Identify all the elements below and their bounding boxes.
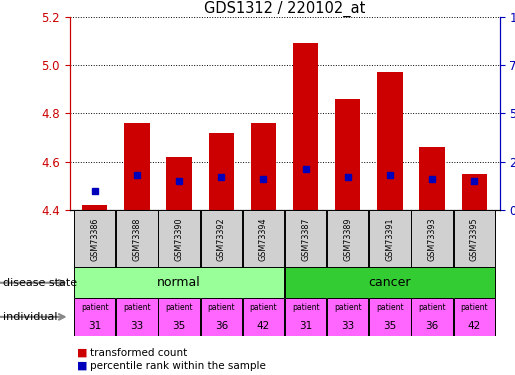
Text: 36: 36: [215, 321, 228, 331]
Bar: [285, 267, 495, 298]
Bar: [124, 123, 150, 210]
Text: GSM73394: GSM73394: [259, 217, 268, 261]
Bar: [419, 147, 445, 210]
Bar: [377, 72, 403, 210]
Bar: [243, 298, 284, 336]
Bar: [335, 99, 360, 210]
Bar: [454, 298, 495, 336]
Bar: [82, 205, 108, 210]
Bar: [116, 298, 158, 336]
Text: GSM73389: GSM73389: [344, 217, 352, 261]
Bar: [74, 298, 115, 336]
Text: disease state: disease state: [3, 278, 77, 288]
Text: patient: patient: [292, 303, 319, 312]
Bar: [454, 210, 495, 268]
Text: 31: 31: [88, 321, 101, 331]
Text: GSM73395: GSM73395: [470, 217, 479, 261]
Text: individual: individual: [3, 312, 57, 322]
Bar: [369, 210, 410, 268]
Text: GSM73387: GSM73387: [301, 217, 310, 261]
Bar: [74, 210, 115, 268]
Text: 33: 33: [130, 321, 144, 331]
Bar: [201, 210, 242, 268]
Bar: [411, 298, 453, 336]
Title: GDS1312 / 220102_at: GDS1312 / 220102_at: [204, 1, 365, 17]
Text: ■: ■: [77, 348, 88, 357]
Text: 36: 36: [425, 321, 439, 331]
Bar: [285, 298, 327, 336]
Text: patient: patient: [165, 303, 193, 312]
Bar: [461, 174, 487, 210]
Text: GSM73392: GSM73392: [217, 217, 226, 261]
Bar: [116, 210, 158, 268]
Text: patient: patient: [460, 303, 488, 312]
Text: GSM73390: GSM73390: [175, 217, 184, 261]
Bar: [74, 267, 284, 298]
Text: transformed count: transformed count: [90, 348, 187, 357]
Text: normal: normal: [157, 276, 201, 289]
Text: 35: 35: [173, 321, 186, 331]
Bar: [166, 157, 192, 210]
Bar: [201, 298, 242, 336]
Text: 33: 33: [341, 321, 354, 331]
Text: patient: patient: [250, 303, 277, 312]
Text: percentile rank within the sample: percentile rank within the sample: [90, 361, 266, 370]
Text: cancer: cancer: [369, 276, 411, 289]
Text: patient: patient: [208, 303, 235, 312]
Bar: [293, 44, 318, 210]
Text: ■: ■: [77, 361, 88, 370]
Bar: [285, 210, 327, 268]
Bar: [251, 123, 276, 210]
Bar: [327, 298, 368, 336]
Bar: [159, 298, 200, 336]
Text: patient: patient: [418, 303, 446, 312]
Text: GSM73386: GSM73386: [90, 217, 99, 261]
Text: 35: 35: [383, 321, 397, 331]
Text: 42: 42: [468, 321, 481, 331]
Bar: [369, 298, 410, 336]
Text: 31: 31: [299, 321, 312, 331]
Bar: [243, 210, 284, 268]
Text: patient: patient: [334, 303, 362, 312]
Bar: [327, 210, 368, 268]
Text: patient: patient: [123, 303, 151, 312]
Bar: [159, 210, 200, 268]
Text: patient: patient: [376, 303, 404, 312]
Bar: [411, 210, 453, 268]
Text: GSM73388: GSM73388: [132, 217, 142, 261]
Text: 42: 42: [257, 321, 270, 331]
Text: GSM73393: GSM73393: [427, 217, 437, 261]
Text: patient: patient: [81, 303, 109, 312]
Bar: [209, 133, 234, 210]
Text: GSM73391: GSM73391: [385, 217, 394, 261]
